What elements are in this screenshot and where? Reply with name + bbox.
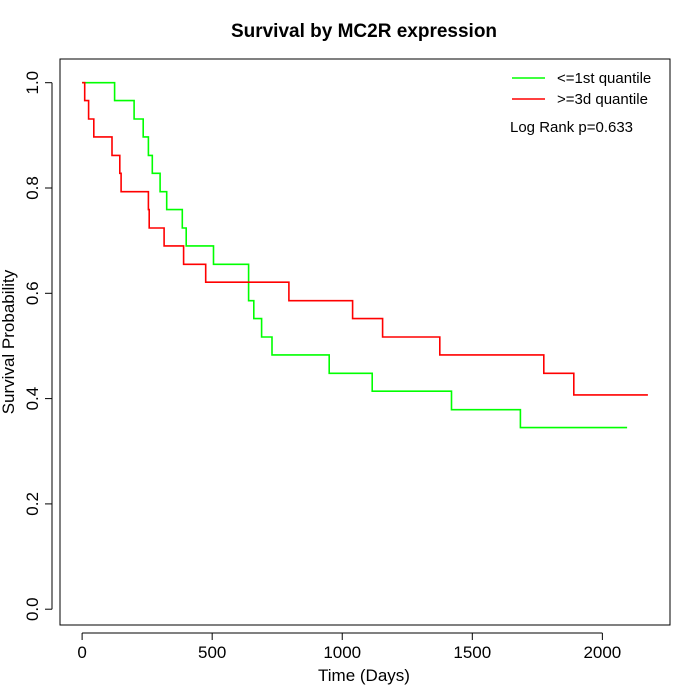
legend: <=1st quantile >=3d quantile bbox=[512, 70, 651, 108]
y-tick-label: 0.6 bbox=[23, 281, 42, 305]
y-tick-label: 0.2 bbox=[23, 492, 42, 516]
plot-frame bbox=[59, 58, 671, 626]
y-tick-label: 0.8 bbox=[23, 176, 42, 200]
x-tick-label: 500 bbox=[198, 643, 226, 662]
y-axis-label: Survival Probability bbox=[0, 269, 18, 414]
series-line-2 bbox=[82, 81, 648, 396]
x-tick-label: 0 bbox=[77, 643, 86, 662]
x-axis-label: Time (Days) bbox=[318, 666, 410, 685]
chart-title: Survival by MC2R expression bbox=[231, 21, 497, 42]
x-tick-label: 2000 bbox=[583, 643, 621, 662]
x-tick-label: 1000 bbox=[323, 643, 361, 662]
logrank-annotation: Log Rank p=0.633 bbox=[510, 119, 633, 136]
series-layer bbox=[82, 81, 648, 429]
legend-label-2: >=3d quantile bbox=[557, 91, 648, 108]
legend-label-1: <=1st quantile bbox=[557, 70, 651, 87]
y-axis: 0.0 0.2 0.4 0.6 0.8 1.0 bbox=[23, 71, 53, 621]
series-line-1 bbox=[82, 81, 628, 429]
y-tick-label: 0.0 bbox=[23, 597, 42, 621]
y-tick-label: 1.0 bbox=[23, 71, 42, 95]
y-tick-label: 0.4 bbox=[23, 387, 42, 411]
x-tick-label: 1500 bbox=[453, 643, 491, 662]
x-axis: 0 500 1000 1500 2000 bbox=[77, 632, 621, 662]
